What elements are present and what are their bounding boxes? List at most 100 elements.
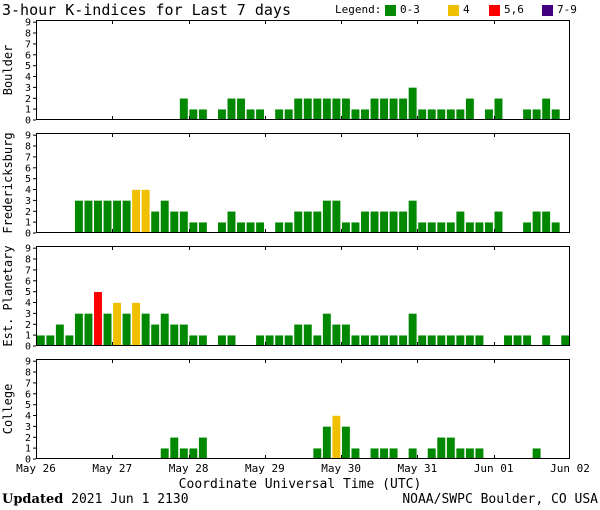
- k-index-bar: [312, 334, 322, 347]
- k-index-bar: [465, 334, 475, 347]
- k-index-bar: [198, 334, 208, 347]
- k-index-bar: [350, 108, 361, 121]
- k-index-bar: [198, 436, 208, 460]
- k-index-bar: [284, 334, 294, 347]
- legend-text-4: 4: [463, 3, 470, 16]
- y-tick-label: 5: [25, 287, 31, 298]
- k-index-bar: [303, 210, 313, 234]
- legend-text-5-6: 5,6: [504, 3, 524, 16]
- k-index-bar: [541, 97, 551, 121]
- y-tick-label: 3: [25, 196, 31, 207]
- k-index-bar: [45, 334, 55, 347]
- k-index-bar: [446, 334, 456, 347]
- k-index-bar: [74, 200, 84, 234]
- updated-label: Updated: [2, 492, 64, 507]
- k-index-bar: [408, 200, 418, 234]
- y-tick-label: 7: [25, 39, 31, 50]
- x-tick-label: May 30: [321, 462, 361, 475]
- k-index-bar: [55, 323, 65, 347]
- k-index-bar: [541, 334, 551, 347]
- k-index-bar: [245, 221, 256, 234]
- k-index-bar: [64, 334, 74, 347]
- k-index-bar: [369, 97, 380, 121]
- k-index-bar: [417, 334, 427, 347]
- k-index-bar: [131, 302, 141, 347]
- k-index-bar: [503, 334, 513, 347]
- k-index-bar: [226, 210, 237, 234]
- k-index-bar: [379, 97, 389, 121]
- y-tick-label: 6: [25, 163, 31, 174]
- k-index-bar: [522, 108, 532, 121]
- k-index-bar: [408, 447, 418, 460]
- k-index-bar: [331, 97, 341, 121]
- k-index-bar: [160, 200, 170, 234]
- k-index-bar: [303, 323, 313, 347]
- k-index-bar: [427, 108, 437, 121]
- k-index-bar: [131, 189, 141, 234]
- x-tick-label: May 31: [398, 462, 438, 475]
- k-index-bar: [446, 436, 456, 460]
- y-tick-label: 4: [25, 72, 31, 83]
- k-index-bar: [465, 447, 475, 460]
- k-index-bar: [293, 97, 303, 121]
- k-index-bar: [255, 221, 265, 234]
- x-axis-title: Coordinate Universal Time (UTC): [178, 477, 422, 492]
- k-index-bar: [331, 200, 341, 234]
- panel-name: Boulder: [1, 45, 15, 96]
- k-index-bar: [446, 108, 456, 121]
- k-index-bar: [465, 221, 475, 234]
- k-index-bar: [350, 334, 361, 347]
- k-index-bar: [436, 108, 446, 121]
- y-tick-label: 9: [25, 357, 31, 368]
- y-tick-label: 1: [25, 444, 31, 455]
- k-index-bar: [398, 210, 408, 234]
- k-index-bar: [255, 108, 265, 121]
- k-index-bar: [436, 221, 446, 234]
- k-index-bar: [522, 334, 532, 347]
- k-index-bar: [389, 447, 399, 460]
- k-index-bar: [236, 221, 246, 234]
- legend-text-7-9: 7-9: [557, 3, 577, 16]
- k-index-bar: [417, 221, 427, 234]
- k-index-bar: [169, 210, 179, 234]
- k-index-bar: [293, 323, 303, 347]
- k-index-bar: [312, 210, 322, 234]
- k-index-bar: [112, 302, 122, 347]
- y-tick-label: 8: [25, 142, 31, 153]
- k-index-bar: [274, 108, 284, 121]
- k-index-bar: [341, 426, 351, 460]
- k-index-bar: [350, 221, 361, 234]
- k-index-bar: [150, 210, 160, 234]
- k-index-bar: [455, 108, 465, 121]
- y-tick-label: 6: [25, 276, 31, 287]
- k-index-bar: [350, 447, 361, 460]
- y-tick-label: 5: [25, 174, 31, 185]
- k-index-bar: [102, 200, 113, 234]
- k-index-bar: [360, 334, 370, 347]
- k-index-bar: [322, 313, 332, 347]
- k-index-bar: [455, 447, 465, 460]
- y-tick-label: 2: [25, 433, 31, 444]
- k-index-bar: [74, 313, 84, 347]
- k-index-bar: [369, 210, 380, 234]
- k-index-bar: [188, 334, 198, 347]
- k-index-bar: [255, 334, 265, 347]
- k-index-bar: [341, 221, 351, 234]
- x-tick-label: Jun 01: [474, 462, 514, 475]
- panel-frame: [36, 246, 570, 346]
- x-tick-label: May 28: [169, 462, 209, 475]
- updated-line: Updated 2021 Jun 1 2130: [2, 492, 189, 508]
- x-tick-label: Jun 02: [550, 462, 590, 475]
- k-index-bar: [484, 108, 494, 121]
- k-index-bar: [245, 108, 256, 121]
- k-index-bar: [465, 97, 475, 121]
- updated-value: 2021 Jun 1 2130: [71, 492, 189, 507]
- y-tick-label: 0: [25, 229, 31, 240]
- k-index-bar: [436, 334, 446, 347]
- k-index-bar: [493, 97, 504, 121]
- k-index-bar: [169, 436, 179, 460]
- k-index-bar: [369, 334, 380, 347]
- k-index-bar: [331, 415, 341, 460]
- credit-text: NOAA/SWPC Boulder, CO USA: [402, 492, 598, 507]
- k-index-bar: [512, 334, 523, 347]
